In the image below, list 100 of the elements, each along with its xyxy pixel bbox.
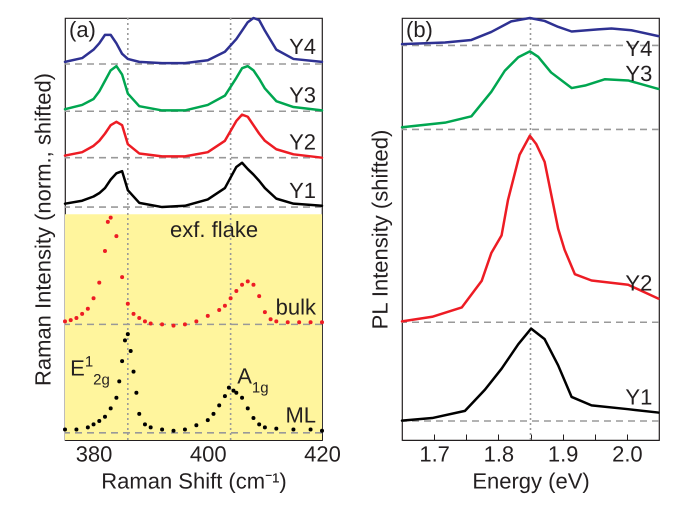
series-label: Y3 bbox=[625, 60, 652, 86]
point bbox=[92, 422, 96, 426]
point bbox=[126, 302, 130, 306]
point bbox=[97, 419, 102, 424]
x-tick-label: 400 bbox=[190, 442, 227, 466]
x-tick-label: 1.7 bbox=[419, 442, 450, 466]
point bbox=[182, 427, 187, 432]
point bbox=[102, 248, 107, 253]
point bbox=[92, 296, 96, 300]
point bbox=[234, 390, 238, 395]
x-axis-title: Raman Shift (cm⁻¹) bbox=[101, 468, 287, 494]
point bbox=[137, 412, 142, 416]
point bbox=[308, 320, 313, 324]
point bbox=[122, 338, 127, 342]
point bbox=[182, 322, 187, 326]
point bbox=[148, 322, 153, 326]
point bbox=[217, 308, 222, 312]
point bbox=[137, 316, 142, 320]
point bbox=[297, 320, 302, 324]
point bbox=[74, 316, 78, 320]
point bbox=[142, 422, 147, 426]
point bbox=[257, 422, 262, 426]
point bbox=[308, 427, 313, 432]
point bbox=[86, 425, 90, 430]
series-label: bulk bbox=[276, 294, 317, 320]
x-tick-label: 380 bbox=[76, 442, 112, 466]
point bbox=[246, 406, 250, 410]
point bbox=[63, 319, 67, 324]
series-label: Y4 bbox=[289, 34, 316, 59]
point bbox=[268, 317, 273, 322]
point bbox=[128, 348, 133, 353]
point bbox=[74, 427, 78, 432]
point bbox=[240, 282, 244, 287]
point bbox=[240, 396, 244, 400]
point bbox=[211, 412, 216, 416]
point bbox=[126, 332, 130, 336]
series-label: Y2 bbox=[625, 270, 652, 296]
point bbox=[148, 425, 153, 430]
point bbox=[172, 324, 176, 328]
point bbox=[102, 414, 107, 419]
point bbox=[251, 282, 256, 287]
point bbox=[106, 220, 110, 224]
x-tick-label: 420 bbox=[304, 442, 341, 466]
point bbox=[108, 216, 113, 220]
point bbox=[160, 322, 164, 326]
series-label: Y3 bbox=[289, 82, 316, 108]
point bbox=[172, 428, 176, 433]
x-tick-label: 1.8 bbox=[484, 442, 514, 466]
x-tick-label: 1.9 bbox=[548, 442, 578, 466]
point bbox=[114, 234, 118, 238]
point bbox=[234, 289, 238, 294]
point bbox=[274, 319, 278, 324]
x-tick-label: 2.0 bbox=[612, 442, 643, 466]
series-label: Y1 bbox=[625, 384, 652, 410]
point bbox=[68, 318, 73, 322]
point bbox=[291, 427, 296, 432]
point bbox=[226, 386, 231, 390]
band-label: exf. flake bbox=[170, 217, 258, 242]
x-axis-title: Energy (eV) bbox=[472, 468, 590, 494]
y-axis-title: Raman Intensity (norm., shifted) bbox=[30, 72, 56, 386]
point bbox=[262, 425, 267, 430]
point bbox=[86, 306, 90, 311]
point bbox=[160, 427, 164, 432]
point bbox=[132, 312, 136, 316]
point bbox=[228, 296, 233, 300]
point bbox=[132, 370, 136, 374]
point bbox=[117, 379, 122, 384]
point bbox=[257, 294, 262, 298]
point bbox=[251, 416, 256, 420]
series-label: ML bbox=[285, 402, 316, 428]
point bbox=[231, 388, 236, 393]
series-label: Y2 bbox=[289, 130, 316, 155]
point bbox=[114, 396, 118, 400]
point bbox=[120, 359, 124, 364]
point bbox=[217, 403, 222, 408]
point bbox=[222, 304, 227, 308]
point bbox=[206, 418, 210, 422]
annotation: A$_{1g}$ bbox=[237, 364, 269, 397]
series-label: Y4 bbox=[625, 36, 652, 62]
point bbox=[63, 427, 67, 432]
point bbox=[120, 275, 124, 280]
point bbox=[206, 314, 210, 318]
point bbox=[194, 319, 198, 324]
point bbox=[222, 394, 227, 398]
series-label: Y1 bbox=[289, 178, 316, 203]
y-axis-title: PL Intensity (shifted) bbox=[368, 130, 392, 330]
point bbox=[108, 406, 113, 410]
point bbox=[286, 320, 290, 324]
point bbox=[320, 320, 324, 324]
point bbox=[320, 428, 324, 433]
point bbox=[246, 279, 250, 284]
point bbox=[194, 423, 198, 428]
chart-title: (a) bbox=[69, 17, 96, 42]
chart-title: (b) bbox=[406, 17, 433, 42]
point bbox=[274, 426, 278, 431]
point bbox=[80, 312, 84, 316]
point bbox=[134, 390, 138, 395]
point bbox=[97, 280, 102, 285]
point bbox=[262, 310, 267, 314]
point bbox=[142, 319, 147, 324]
